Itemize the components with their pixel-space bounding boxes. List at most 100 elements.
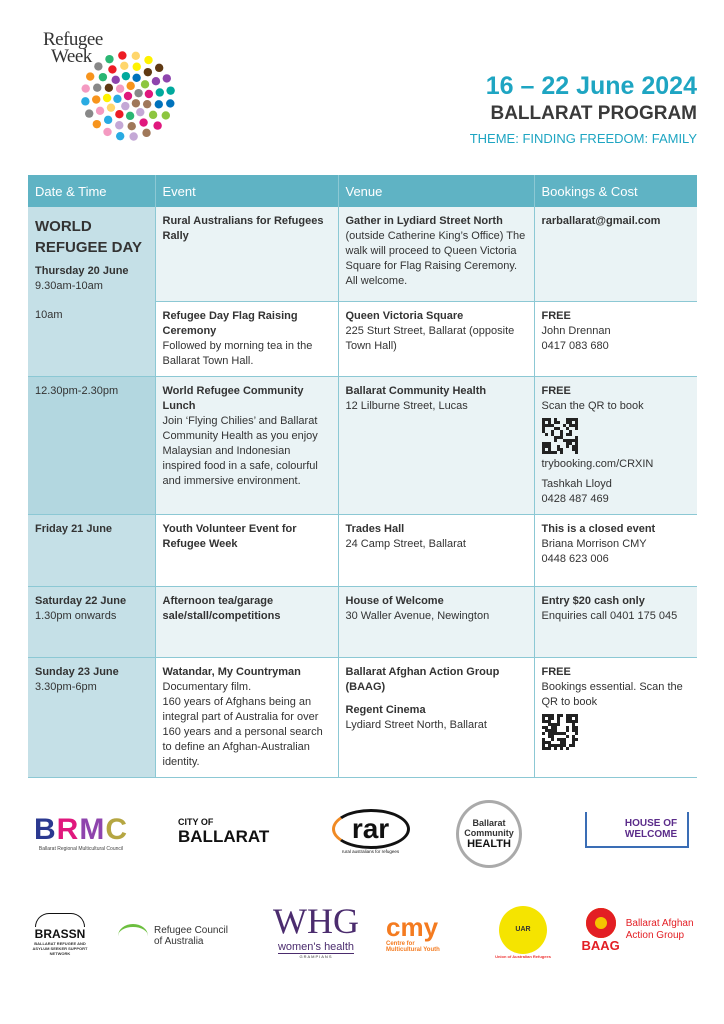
booking-title: FREE [541, 384, 571, 397]
qr-module [541, 420, 545, 424]
qr-code-icon[interactable] [541, 417, 578, 454]
qr-module [574, 728, 578, 732]
qr-module [565, 719, 569, 723]
logo-dot [118, 51, 127, 60]
qr-module [547, 716, 551, 720]
booking-link[interactable]: trybooking.com/CRXIN [541, 457, 654, 470]
event-description: 160 years of Afghans being an integral p… [162, 695, 323, 768]
qr-module [559, 713, 563, 717]
table-row: Saturday 22 June 1.30pm onwards Afternoon… [28, 585, 697, 657]
qr-module [547, 746, 551, 750]
logo-dot [98, 72, 108, 82]
qr-module [550, 734, 554, 738]
logo-dot [142, 128, 151, 138]
qr-module [544, 719, 548, 723]
qr-module [568, 441, 572, 445]
venue-text: 225 Sturt Street, Ballarat (opposite Tow… [345, 324, 515, 352]
qr-module [571, 447, 575, 451]
booking-note: Scan the QR to book [541, 399, 644, 412]
event-cell: Youth Volunteer Event for Refugee Week [155, 513, 339, 586]
rca-line2: of Australia [154, 936, 204, 947]
qr-module [541, 429, 545, 433]
qr-module [565, 444, 569, 448]
qr-module [550, 713, 554, 717]
booking-title: Entry $20 cash only [541, 594, 645, 607]
logo-dot [155, 88, 164, 97]
event-text: Join ‘Flying Chilies’ and Ballarat Commu… [162, 414, 318, 487]
qr-module [559, 432, 563, 436]
logo-dot [161, 111, 171, 120]
qr-module [559, 737, 563, 741]
time: 9.30am-10am [35, 280, 103, 292]
qr-module [550, 716, 554, 720]
family-icon [118, 924, 148, 948]
bch-line1: Ballarat [472, 818, 506, 828]
qr-module [547, 728, 551, 732]
qr-module [556, 719, 560, 723]
ballarat-line2: BALLARAT [178, 827, 270, 846]
qr-module [559, 447, 563, 451]
qr-module [547, 722, 551, 726]
date: Thursday 20 June [35, 265, 129, 277]
logo-dot [140, 80, 150, 89]
qr-module [547, 417, 551, 421]
time: 1.30pm onwards [35, 609, 117, 622]
qr-module [565, 420, 569, 424]
qr-module [562, 740, 566, 744]
qr-module [553, 728, 557, 732]
qr-module [553, 725, 557, 729]
uar-mark: UAR [499, 905, 547, 954]
program-title: BALLARAT PROGRAM [490, 103, 697, 124]
how-line1: HOUSE OF [624, 818, 678, 829]
logo-dot [103, 115, 113, 125]
theme: THEME: FINDING FREEDOM: FAMILY [469, 131, 697, 146]
qr-code-icon[interactable] [541, 713, 578, 750]
event-title: Refugee Day Flag Raising Ceremony [162, 309, 298, 337]
qr-module [553, 438, 557, 442]
qr-module [556, 722, 560, 726]
bch-line3: HEALTH [467, 838, 511, 850]
booking-email[interactable]: rarballarat@gmail.com [541, 215, 661, 227]
col-venue: Venue [338, 175, 535, 207]
qr-module [565, 713, 569, 717]
qr-module [544, 746, 548, 750]
qr-module [568, 423, 572, 427]
qr-module [550, 743, 554, 747]
event-dates: 16 – 22 June 2024 [485, 72, 697, 100]
qr-module [547, 450, 551, 454]
day-title: WORLD REFUGEE DAY [35, 218, 142, 256]
uar-name: Union of Australian Refugees [495, 953, 551, 959]
qr-module [571, 725, 575, 729]
event-title: Watandar, My Countryman [162, 665, 301, 678]
baag-mark: BAAG [581, 937, 620, 953]
logo-dot [108, 65, 117, 74]
event-text: Documentary film. [162, 680, 252, 693]
logo-dot [154, 63, 164, 73]
date-cell: Sunday 23 June 3.30pm-6pm [28, 656, 156, 777]
qr-module [574, 719, 578, 723]
logo-dot [115, 131, 125, 141]
qr-module [574, 737, 578, 741]
whg-name: women's health [277, 941, 355, 954]
date-cell: 10am [28, 301, 156, 376]
qr-module [568, 719, 572, 723]
bch-line2: Community [464, 828, 514, 838]
cmy-line2: Multicultural Youth [386, 947, 440, 953]
logo-dot [123, 91, 133, 101]
whg-sub: GRAMPIANS [299, 954, 333, 959]
logo-dot [93, 83, 102, 92]
qr-module [568, 716, 572, 720]
qr-module [565, 734, 569, 738]
qr-module [541, 447, 545, 451]
qr-module [544, 713, 548, 717]
logo-dot [134, 88, 143, 98]
logo-dot [166, 86, 175, 95]
venue-cell: Ballarat Afghan Action Group (BAAG) Regen… [338, 656, 535, 777]
qr-module [565, 716, 569, 720]
booking-cell: FREE Scan the QR to book trybooking.com/… [534, 375, 697, 514]
qr-module [547, 734, 551, 738]
qr-module [571, 423, 575, 427]
booking-title: FREE [541, 309, 571, 322]
qr-module [550, 725, 554, 729]
venue-text: 30 Waller Avenue, Newington [345, 609, 490, 622]
